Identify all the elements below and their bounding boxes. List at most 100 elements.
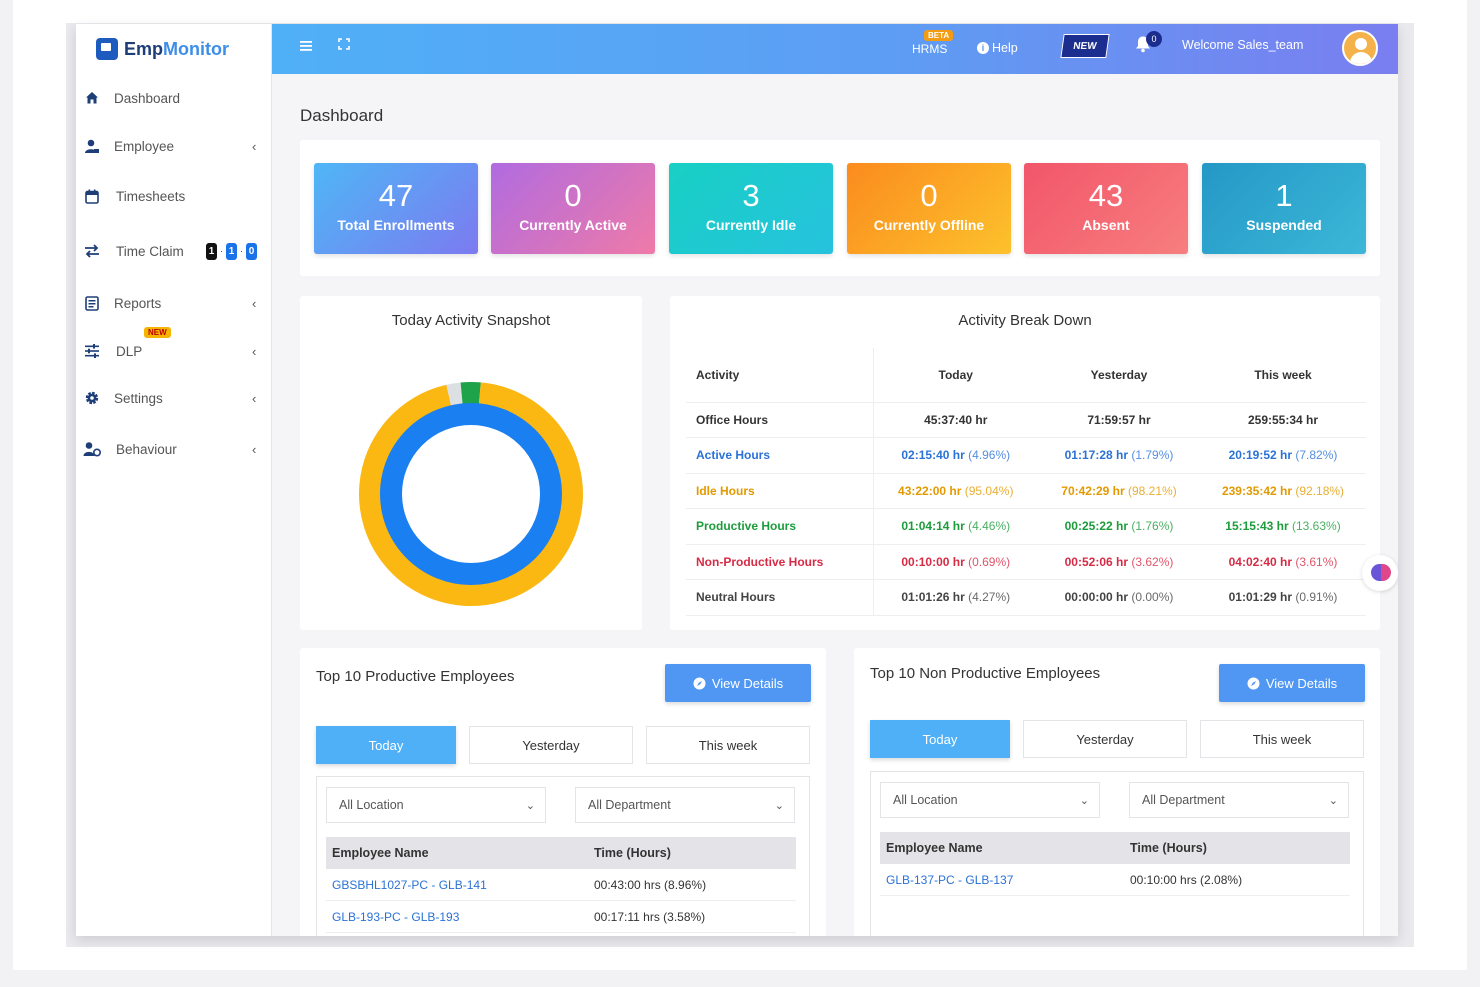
sidebar-item-time-claim[interactable]: Time Claim 1 · 1 · 0 bbox=[76, 234, 272, 268]
avatar[interactable] bbox=[1342, 30, 1378, 66]
nonproductive-location-select[interactable]: All Location ⌄ bbox=[880, 782, 1100, 818]
fullscreen-icon[interactable] bbox=[338, 37, 350, 54]
percent-value: (0.69%) bbox=[968, 554, 1011, 569]
brand-logo[interactable]: EmpMonitor bbox=[96, 35, 229, 63]
time-claim-badge-pending: 1 bbox=[206, 242, 217, 260]
beta-badge: BETA bbox=[924, 30, 954, 41]
percent-value: (7.82%) bbox=[1295, 448, 1338, 463]
percent-value: (1.79%) bbox=[1131, 448, 1174, 463]
percent-value: (0.91%) bbox=[1295, 590, 1338, 605]
productive-table-header: Employee Name Time (Hours) bbox=[326, 837, 796, 869]
sidebar-item-employee[interactable]: Employee ‹ bbox=[76, 129, 272, 163]
stat-card-suspended[interactable]: 1 Suspended bbox=[1202, 163, 1366, 254]
activity-value: 259:55:34 hr bbox=[1200, 402, 1366, 438]
info-icon: i bbox=[977, 42, 989, 54]
activity-value: 01:01:29 hr (0.91%) bbox=[1200, 579, 1366, 616]
help-link[interactable]: i Help bbox=[977, 41, 1018, 55]
time-value: 71:59:57 hr bbox=[1087, 412, 1151, 427]
nonproductive-tab-yesterday[interactable]: Yesterday bbox=[1023, 720, 1187, 758]
stat-card-total-enrollments[interactable]: 47 Total Enrollments bbox=[314, 163, 478, 254]
welcome-text: Welcome Sales_team bbox=[1182, 38, 1304, 52]
gear-icon bbox=[82, 388, 102, 408]
compass-icon bbox=[1247, 677, 1260, 689]
employee-time: 00:10:00 hrs (2.08%) bbox=[1130, 873, 1243, 887]
stats-panel: 47 Total Enrollments 0 Currently Active 3 C… bbox=[300, 140, 1380, 276]
time-value: 239:35:42 hr bbox=[1221, 483, 1292, 498]
time-value: 01:17:28 hr bbox=[1064, 448, 1128, 463]
select-value: All Location bbox=[893, 793, 958, 807]
productive-tab-this-week[interactable]: This week bbox=[646, 726, 810, 764]
swap-icon bbox=[82, 241, 102, 261]
sidebar-item-behaviour[interactable]: Behaviour ‹ bbox=[76, 432, 272, 466]
productive-location-select[interactable]: All Location ⌄ bbox=[326, 787, 546, 823]
column-header-time: Time (Hours) bbox=[1130, 841, 1207, 855]
stat-label: Currently Idle bbox=[705, 217, 797, 233]
calendar-icon bbox=[82, 186, 102, 206]
nonproductive-tab-today[interactable]: Today bbox=[870, 720, 1010, 758]
time-value: 00:00:00 hr bbox=[1064, 590, 1128, 605]
nonproductive-tab-this-week[interactable]: This week bbox=[1200, 720, 1364, 758]
activity-breakdown-card: Activity Break Down Activity Today Yeste… bbox=[670, 296, 1380, 630]
inner-segment-active[interactable] bbox=[380, 403, 562, 585]
logo-icon bbox=[96, 38, 118, 60]
time-value: 01:01:26 hr bbox=[901, 590, 965, 605]
productive-view-details-button[interactable]: View Details bbox=[665, 664, 811, 702]
sidebar-item-label: Time Claim bbox=[116, 243, 184, 259]
nonproductive-department-select[interactable]: All Department ⌄ bbox=[1129, 782, 1349, 818]
activity-breakdown-table: Activity Today Yesterday This week Offic… bbox=[686, 348, 1366, 616]
activity-value: 00:52:06 hr (3.62%) bbox=[1038, 544, 1200, 580]
table-row: Neutral Hours 01:01:26 hr (4.27%) 00:00:00… bbox=[686, 579, 1366, 616]
productive-tab-yesterday[interactable]: Yesterday bbox=[469, 726, 633, 764]
sliders-icon bbox=[82, 341, 102, 361]
productive-title: Top 10 Productive Employees bbox=[316, 668, 515, 685]
productive-tab-today[interactable]: Today bbox=[316, 726, 456, 764]
employee-time: 00:43:00 hrs (8.96%) bbox=[594, 878, 707, 892]
nonproductive-title: Top 10 Non Productive Employees bbox=[870, 665, 1101, 682]
time-claim-badges: 1 · 1 · 0 bbox=[206, 242, 257, 260]
stat-card-currently-offline[interactable]: 0 Currently Offline bbox=[847, 163, 1011, 254]
time-value: 15:15:43 hr bbox=[1225, 519, 1289, 534]
activity-donut-chart[interactable] bbox=[351, 374, 591, 614]
table-row[interactable]: GBSBHL1027-PC - GLB-141 00:43:00 hrs (8.9… bbox=[326, 869, 796, 901]
sidebar-item-label: Reports bbox=[114, 295, 162, 311]
table-row[interactable]: GLB-193-PC - GLB-193 00:17:11 hrs (3.58%) bbox=[326, 901, 796, 933]
sidebar-item-dashboard[interactable]: Dashboard bbox=[76, 81, 272, 115]
time-value: 02:15:40 hr bbox=[901, 448, 965, 463]
hrms-link[interactable]: HRMS bbox=[912, 42, 948, 56]
sidebar-item-reports[interactable]: Reports ‹ bbox=[76, 286, 272, 320]
time-value: 70:42:29 hr bbox=[1061, 483, 1125, 498]
brain-widget-icon[interactable] bbox=[1362, 555, 1398, 591]
stat-value: 1 bbox=[1275, 178, 1293, 213]
hamburger-menu-icon[interactable] bbox=[300, 37, 314, 57]
stat-card-currently-idle[interactable]: 3 Currently Idle bbox=[669, 163, 833, 254]
table-row[interactable]: GLB-137-PC - GLB-137 00:10:00 hrs (2.08%) bbox=[880, 864, 1350, 896]
employee-name-link[interactable]: GLB-137-PC - GLB-137 bbox=[886, 873, 1014, 887]
table-row: Office Hours 45:37:40 hr 71:59:57 hr 259:… bbox=[686, 402, 1366, 438]
activity-snapshot-card: Today Activity Snapshot bbox=[300, 296, 642, 630]
brand-name-part-b: Monitor bbox=[163, 38, 229, 59]
productive-department-select[interactable]: All Department ⌄ bbox=[575, 787, 795, 823]
employee-name-link[interactable]: GBSBHL1027-PC - GLB-141 bbox=[332, 878, 487, 892]
home-icon bbox=[82, 88, 102, 108]
sidebar-item-dlp[interactable]: DLP NEW ‹ bbox=[76, 327, 272, 368]
sidebar-item-settings[interactable]: Settings ‹ bbox=[76, 381, 272, 415]
sidebar-item-label: Behaviour bbox=[116, 441, 177, 457]
activity-name: Active Hours bbox=[686, 437, 873, 474]
stat-card-absent[interactable]: 43 Absent bbox=[1024, 163, 1188, 254]
brand-name-part-a: Emp bbox=[124, 38, 164, 59]
chevron-left-icon: ‹ bbox=[252, 138, 257, 154]
time-claim-badge-approved: 1 bbox=[226, 242, 237, 260]
nonproductive-view-details-button[interactable]: View Details bbox=[1219, 664, 1365, 702]
stat-label: Absent bbox=[1082, 217, 1130, 233]
activity-value: 00:25:22 hr (1.76%) bbox=[1038, 508, 1200, 545]
activity-value: 04:02:40 hr (3.61%) bbox=[1200, 544, 1366, 580]
table-row: Idle Hours 43:22:00 hr (95.04%) 70:42:29 h… bbox=[686, 473, 1366, 509]
whats-new-button[interactable]: NEW bbox=[1060, 34, 1110, 58]
outer-segment-productive[interactable] bbox=[359, 382, 583, 606]
employee-name-link[interactable]: GLB-193-PC - GLB-193 bbox=[332, 910, 460, 924]
sidebar-item-timesheets[interactable]: Timesheets bbox=[76, 179, 272, 213]
table-row: Active Hours 02:15:40 hr (4.96%) 01:17:28 … bbox=[686, 437, 1366, 474]
stat-value: 47 bbox=[378, 178, 414, 213]
chevron-left-icon: ‹ bbox=[252, 390, 257, 406]
stat-card-currently-active[interactable]: 0 Currently Active bbox=[491, 163, 655, 254]
